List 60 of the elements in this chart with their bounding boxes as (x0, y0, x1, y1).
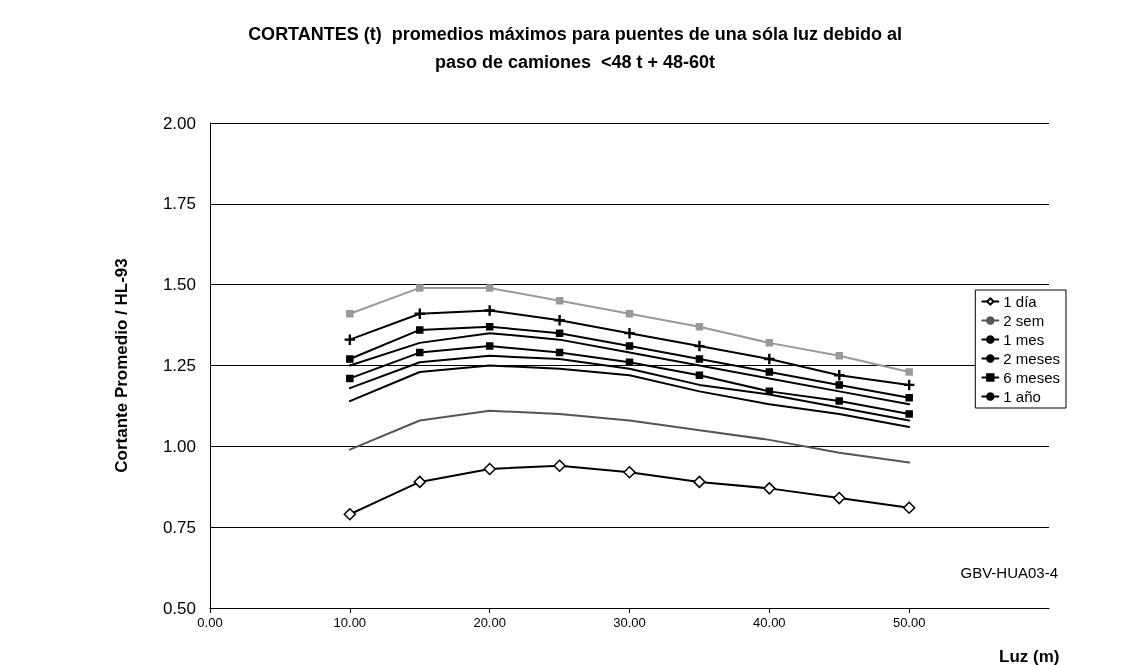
point (623, 465, 636, 479)
point (835, 381, 843, 389)
point (413, 475, 426, 489)
y-tick-label: 1.00 (162, 436, 196, 456)
y-tick-label: 0.50 (162, 598, 196, 618)
point (765, 368, 774, 376)
x-tick-label: 20.00 (473, 615, 506, 630)
x-tick-label: 50.00 (892, 615, 926, 630)
annotation: GBV-HUA03-4 (960, 564, 1059, 581)
point (483, 462, 496, 476)
legend-label: 1 mes (1003, 331, 1045, 348)
point (905, 410, 913, 418)
point (835, 352, 843, 360)
x-tick-label: 0.00 (197, 615, 223, 630)
y-tick-label: 1.25 (162, 356, 196, 375)
legend-label: 2 sem (1003, 312, 1045, 329)
point (905, 394, 913, 402)
y-tick-label: 0.75 (162, 517, 196, 537)
point (553, 459, 566, 472)
x-axis-title: Luz (m) (999, 647, 1060, 665)
x-tick-label: 10.00 (333, 615, 367, 630)
point (693, 475, 706, 489)
point (555, 329, 564, 337)
point (765, 387, 774, 396)
y-tick-label: 2.00 (162, 113, 196, 133)
point (695, 355, 704, 363)
point (555, 348, 564, 357)
point (625, 310, 634, 318)
point (484, 305, 495, 316)
y-axis-title: Cortante Promedio / HL-93 (112, 258, 131, 473)
point (555, 297, 564, 305)
point (485, 342, 494, 350)
point (346, 310, 354, 318)
chart-title: CORTANTES (t) promedios máximos para puentes de una sóla luz debido al paso de camiones <48 t + 48-60t (248, 24, 902, 72)
y-tick-label: 1.50 (162, 275, 196, 295)
point (343, 507, 357, 521)
point (835, 397, 843, 405)
point (765, 339, 774, 347)
legend-label: 2 meses (1003, 350, 1061, 367)
point (695, 371, 704, 379)
line-series (348, 409, 911, 464)
point (905, 368, 913, 376)
point (902, 501, 916, 515)
point (833, 491, 846, 505)
point (416, 284, 424, 292)
point (416, 348, 424, 357)
point (416, 326, 424, 334)
point (695, 322, 704, 331)
legend-label: 1 día (1003, 293, 1038, 310)
legend-label: 6 meses (1003, 369, 1061, 386)
point (346, 374, 354, 383)
point (625, 342, 634, 350)
x-tick-label: 40.00 (753, 615, 786, 630)
x-tick-label: 30.00 (613, 615, 646, 630)
y-tick-label: 1.75 (162, 194, 196, 214)
point (763, 482, 776, 495)
point (485, 322, 494, 331)
point (485, 284, 494, 292)
legend-label: 1 año (1003, 388, 1041, 405)
point (346, 355, 354, 363)
